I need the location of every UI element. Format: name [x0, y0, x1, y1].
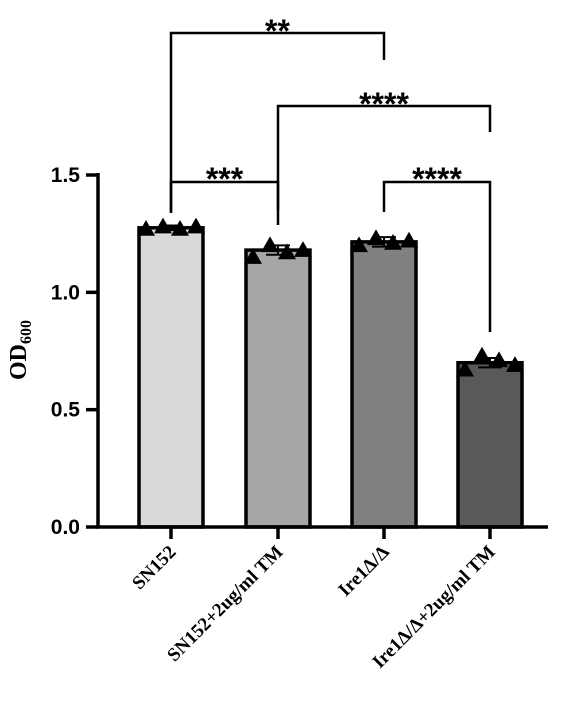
- bar: [244, 248, 312, 529]
- data-point: [154, 217, 172, 234]
- significance-label: **: [265, 13, 290, 49]
- significance-bracket: [276, 104, 492, 210]
- significance-bracket: [169, 31, 386, 213]
- data-point: [473, 346, 491, 363]
- data-point: [137, 219, 155, 236]
- y-tick-label: 1.0: [51, 281, 80, 304]
- data-point: [261, 236, 279, 253]
- data-point: [350, 236, 368, 253]
- data-point: [456, 360, 474, 377]
- data-point: [384, 234, 402, 250]
- x-tick-label: SN152: [128, 542, 180, 594]
- y-tick-label: 0.0: [51, 516, 80, 539]
- bar: [137, 226, 205, 529]
- y-axis-title: OD600: [6, 320, 35, 380]
- data-point: [187, 217, 205, 234]
- data-point: [294, 241, 312, 257]
- y-tick-label: 1.5: [51, 164, 81, 187]
- y-ticks-layer: 0.0 0.5 1.0 1.5: [51, 164, 98, 539]
- y-axis-title-subscript: 600: [18, 320, 35, 344]
- y-axis-title-base: OD: [6, 344, 32, 380]
- data-point: [278, 243, 296, 260]
- bar: [350, 240, 418, 529]
- significance-bracket: [382, 180, 492, 332]
- significance-bracket: [169, 180, 280, 225]
- data-point: [171, 219, 189, 236]
- significance-label: ****: [412, 161, 462, 197]
- data-point: [244, 248, 262, 264]
- y-tick-label: 0.5: [51, 399, 81, 422]
- x-tick-label: SN152+2ug/ml TM: [163, 542, 287, 666]
- bar: [456, 360, 524, 529]
- data-point: [400, 231, 418, 248]
- points-layer: [137, 217, 524, 377]
- data-point: [490, 351, 508, 368]
- data-point: [506, 356, 524, 372]
- significance-label: ****: [359, 86, 409, 122]
- significance-label: ***: [206, 161, 244, 197]
- bars-layer: [137, 226, 524, 529]
- data-point: [367, 229, 385, 246]
- x-tick-label: Ire1Δ/Δ: [334, 542, 393, 601]
- significance-layer: ********* ****: [169, 13, 492, 332]
